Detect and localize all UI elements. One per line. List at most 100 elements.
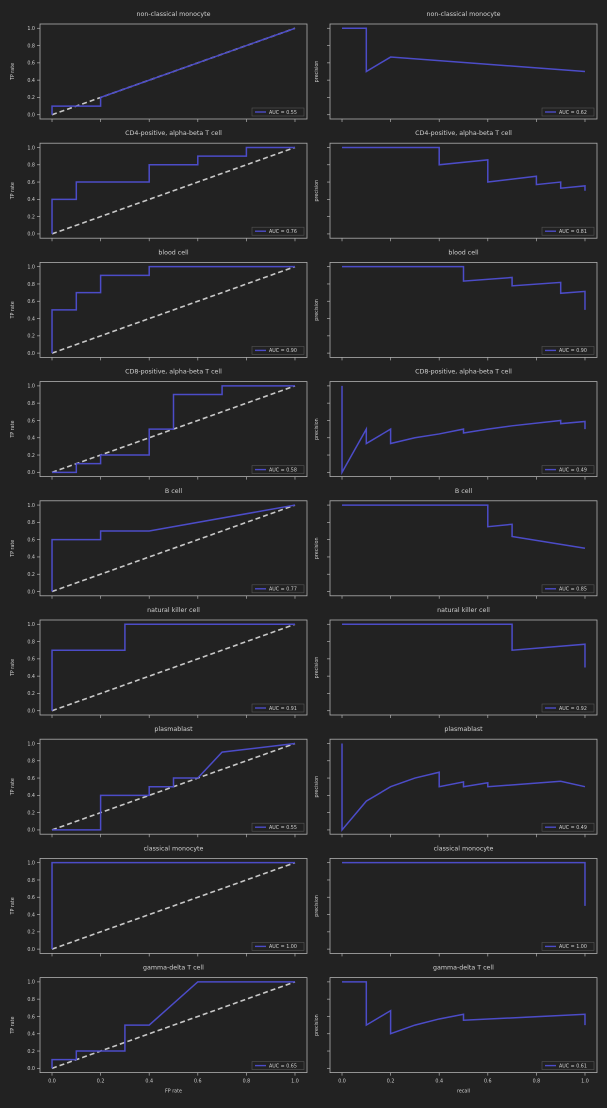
x-tick-label: 1.0: [581, 1079, 589, 1085]
x-axis-label: FP rate: [165, 1089, 182, 1095]
panel-title: blood cell: [158, 249, 189, 256]
y-tick-label: 0.6: [27, 180, 35, 186]
legend-label: AUC = 0.92: [559, 706, 587, 712]
panel-title: CD8-positive, alpha-beta T cell: [415, 369, 512, 376]
y-axis-label: precision: [314, 418, 320, 440]
y-axis-label: precision: [314, 657, 320, 679]
y-tick-label: 0.6: [27, 776, 35, 782]
panel-title: blood cell: [448, 249, 479, 256]
legend-box: [251, 822, 305, 832]
series-line: [342, 265, 586, 310]
legend-label: AUC = 0.90: [269, 348, 297, 354]
panel-roc-1: CD4-positive, alpha-beta T cell 0.0 0.2 0.4…: [10, 130, 308, 242]
series-line: [342, 981, 586, 1035]
y-tick-label: 0.6: [27, 657, 35, 663]
series-line: [52, 742, 296, 831]
y-axis-label: precision: [314, 895, 320, 917]
y-tick-label: 0.2: [27, 572, 35, 578]
y-tick-label: 0.8: [27, 401, 35, 407]
y-axis-label: TP rate: [10, 421, 16, 439]
y-tick-label: 0.8: [27, 43, 35, 49]
series-line: [52, 385, 295, 474]
chance-diagonal-line: [51, 981, 296, 1070]
legend-box: [541, 1061, 595, 1070]
y-tick-label: 0.0: [27, 1066, 35, 1072]
series-line: [51, 861, 295, 950]
y-tick-label: 1.0: [27, 503, 35, 509]
y-tick-label: 0.2: [27, 930, 35, 936]
legend-box: [541, 107, 595, 117]
legend-label: AUC = 0.62: [559, 110, 587, 116]
legend-box: [541, 942, 595, 951]
panel-roc-0: non-classical monocyte 0.0 0.2 0.4 0.6 0.8 1.0…: [10, 11, 308, 122]
panel-roc-3: CD8-positive, alpha-beta T cell 0.0 0.2 0.4…: [10, 369, 308, 480]
y-axis-label: precision: [314, 180, 320, 202]
panel-title: B cell: [455, 488, 472, 495]
y-tick-label: 0.4: [27, 1032, 35, 1038]
axes-frame: [329, 23, 598, 120]
axes-frame: [329, 858, 598, 954]
y-axis-label: precision: [314, 61, 320, 83]
legend-box: [251, 465, 305, 474]
y-tick-label: 0.4: [27, 197, 35, 203]
panel-roc-2: blood cell 0.0 0.2 0.4 0.6 0.8 1.0 TP rate AUC =…: [10, 249, 308, 361]
y-tick-label: 0.8: [27, 759, 35, 765]
chance-diagonal-line: [51, 623, 296, 712]
legend-box: [251, 346, 305, 355]
panel-roc-6: plasmablast 0.0 0.2 0.4 0.6 0.8 1.0 TP rate AUC …: [10, 726, 308, 838]
series-line: [51, 146, 295, 234]
y-tick-label: 1.0: [27, 384, 35, 390]
x-tick-label: 0.4: [145, 1079, 153, 1085]
y-axis-label: TP rate: [10, 897, 16, 915]
axes-frame: [39, 619, 308, 716]
panel-pr-5: natural killer cell precision AUC = 0.92: [314, 607, 598, 718]
chance-diagonal-line: [51, 504, 296, 593]
legend-label: AUC = 0.90: [559, 348, 587, 354]
y-tick-label: 0.2: [27, 95, 35, 101]
chance-diagonal-line: [51, 146, 296, 235]
x-tick-label: 0.6: [484, 1079, 492, 1085]
legend-label: AUC = 0.58: [269, 467, 297, 473]
panel-pr-3: CD8-positive, alpha-beta T cell precision…: [314, 369, 598, 480]
panel-title: natural killer cell: [437, 607, 490, 614]
axes-frame: [329, 500, 598, 597]
y-tick-label: 0.4: [27, 436, 35, 442]
y-tick-label: 0.4: [27, 78, 35, 84]
y-tick-label: 0.6: [27, 895, 35, 901]
axes-frame: [329, 142, 598, 239]
y-tick-label: 0.0: [27, 232, 35, 238]
legend-label: AUC = 0.91: [269, 706, 297, 712]
y-tick-label: 0.2: [27, 691, 35, 697]
panel-pr-4: B cell precision AUC = 0.85: [314, 488, 598, 599]
panel-title: classical monocyte: [434, 845, 494, 852]
legend-box: [251, 107, 305, 117]
y-tick-label: 1.0: [27, 860, 35, 866]
legend-label: AUC = 0.55: [269, 825, 297, 831]
x-tick-label: 0.4: [435, 1079, 443, 1085]
y-tick-label: 1.0: [27, 980, 35, 986]
y-tick-label: 0.8: [27, 878, 35, 884]
series-line: [341, 385, 586, 476]
chance-diagonal-line: [51, 265, 296, 354]
axes-frame: [329, 261, 598, 358]
axes-frame: [329, 381, 598, 478]
y-tick-label: 0.8: [27, 520, 35, 526]
legend-box: [251, 1061, 305, 1070]
legend-label: AUC = 0.49: [559, 467, 587, 473]
x-tick-label: 0.8: [243, 1079, 251, 1085]
y-tick-label: 0.2: [27, 334, 35, 340]
panel-roc-7: classical monocyte 0.0 0.2 0.4 0.6 0.8 1.0 TP r…: [10, 845, 308, 957]
y-tick-label: 0.8: [27, 163, 35, 169]
x-tick-label: 1.0: [291, 1079, 299, 1085]
y-tick-label: 0.8: [27, 997, 35, 1003]
y-tick-label: 1.0: [27, 741, 35, 747]
axes-frame: [39, 23, 308, 120]
y-tick-label: 1.0: [27, 622, 35, 628]
axes-frame: [39, 858, 308, 954]
legend-label: AUC = 0.77: [269, 587, 297, 593]
y-tick-label: 0.0: [27, 113, 35, 119]
series-line: [341, 743, 586, 832]
panel-pr-7: classical monocyte precision AUC = 1.00: [314, 845, 598, 957]
panel-title: non-classical monocyte: [137, 11, 211, 18]
